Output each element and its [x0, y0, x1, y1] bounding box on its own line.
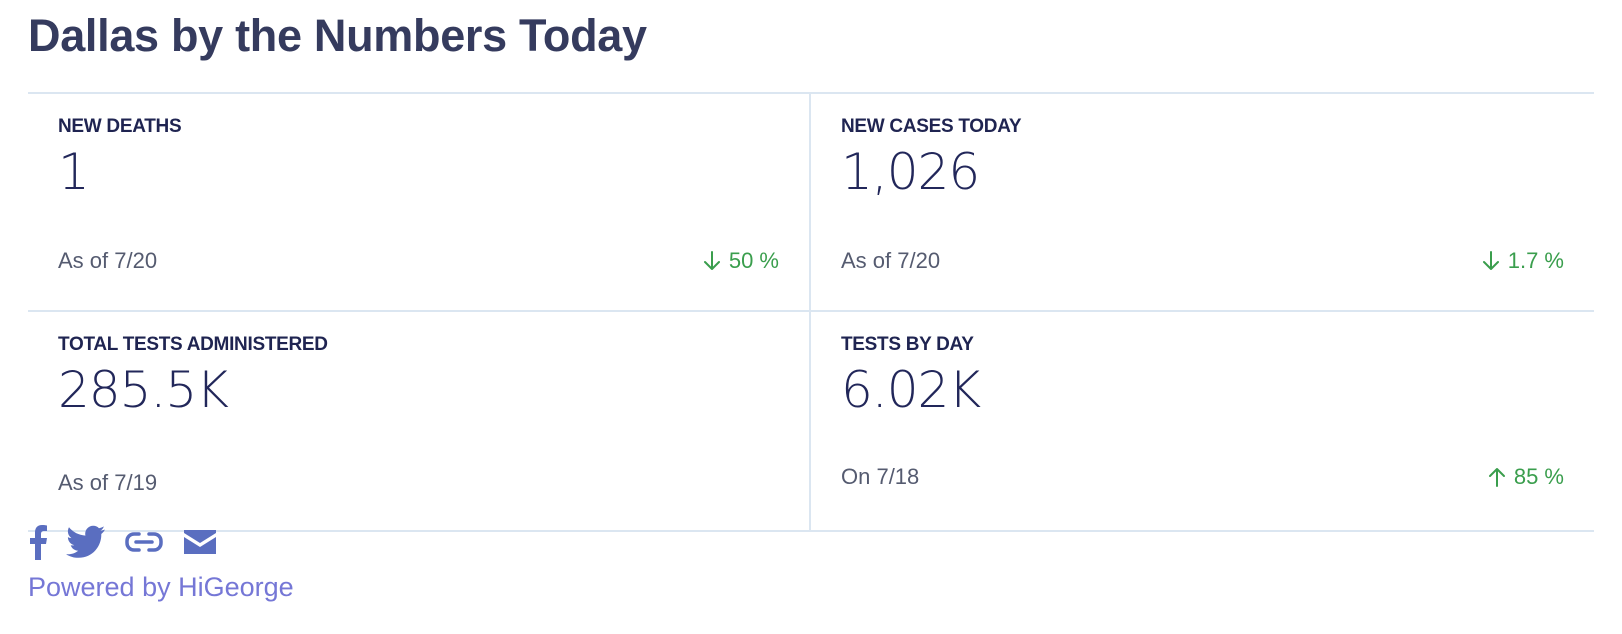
email-icon[interactable] — [182, 524, 218, 560]
link-icon[interactable] — [124, 524, 164, 560]
page-title: Dallas by the Numbers Today — [28, 10, 647, 61]
stat-label: TOTAL TESTS ADMINISTERED — [58, 334, 328, 355]
arrow-down-icon — [1482, 251, 1499, 270]
stat-label: NEW DEATHS — [58, 116, 182, 137]
stat-value: 1 — [58, 143, 90, 201]
stat-date: As of 7/20 — [841, 248, 941, 273]
stat-card-total-tests: TOTAL TESTS ADMINISTERED 285.5K As of 7/… — [28, 312, 809, 530]
stats-grid: NEW DEATHS 1 As of 7/20 50 % NEW CASES T… — [28, 92, 1594, 532]
powered-by-link[interactable]: Powered by HiGeorge — [28, 572, 294, 602]
stat-label: TESTS BY DAY — [841, 334, 974, 355]
stat-date: On 7/18 — [841, 464, 920, 489]
stat-change: 50 % — [703, 248, 779, 274]
stat-value: 1,026 — [841, 143, 980, 201]
stat-card-new-deaths: NEW DEATHS 1 As of 7/20 50 % — [28, 94, 809, 310]
grid-divider-vertical — [809, 94, 811, 530]
share-bar — [28, 522, 218, 562]
arrow-up-icon — [1488, 468, 1505, 487]
stat-change: 85 % — [1488, 464, 1564, 490]
stat-date: As of 7/19 — [58, 470, 158, 495]
stat-date: As of 7/20 — [58, 248, 158, 273]
grid-divider-horizontal — [28, 310, 1594, 312]
arrow-down-icon — [703, 251, 720, 270]
dashboard-widget: Dallas by the Numbers Today NEW DEATHS 1… — [28, 0, 1594, 634]
stat-value: 285.5K — [58, 361, 229, 419]
facebook-icon[interactable] — [28, 524, 48, 560]
stat-change-value: 50 % — [728, 248, 779, 273]
stat-card-tests-by-day: TESTS BY DAY 6.02K On 7/18 85 % — [811, 312, 1594, 530]
stat-label: NEW CASES TODAY — [841, 116, 1022, 137]
stat-value: 6.02K — [841, 361, 981, 419]
stat-change-value: 1.7 % — [1507, 248, 1564, 273]
stat-change: 1.7 % — [1482, 248, 1564, 274]
twitter-icon[interactable] — [66, 524, 106, 560]
stat-card-new-cases-today: NEW CASES TODAY 1,026 As of 7/20 1.7 % — [811, 94, 1594, 310]
stat-change-value: 85 % — [1513, 464, 1564, 489]
